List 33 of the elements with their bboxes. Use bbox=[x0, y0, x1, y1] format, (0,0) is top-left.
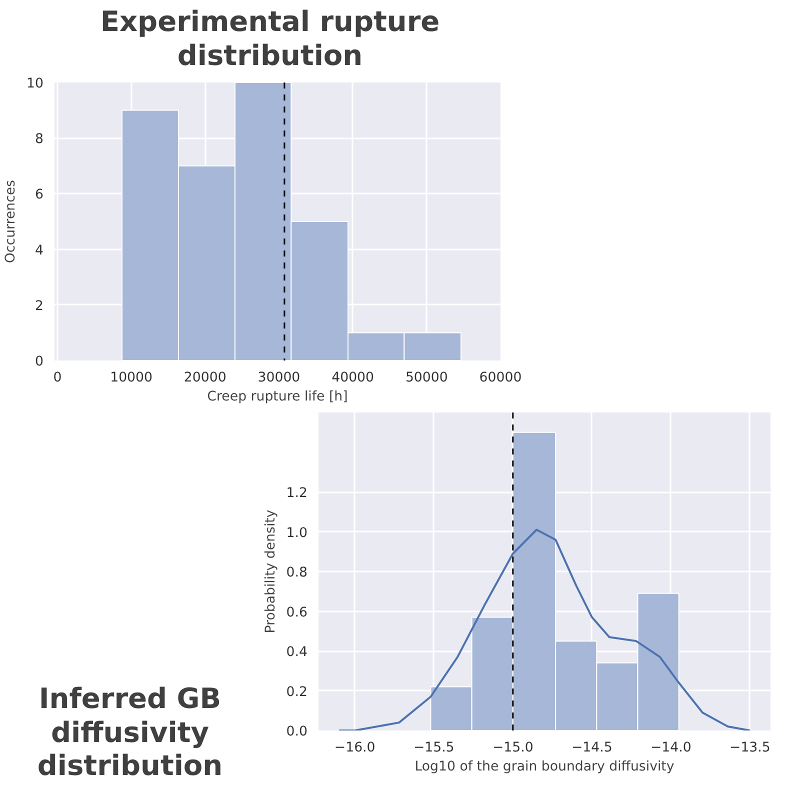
y-tick-label: 2 bbox=[35, 299, 44, 314]
x-tick-label: −13.5 bbox=[730, 740, 770, 756]
x-tick-label: 30000 bbox=[258, 370, 300, 386]
y-tick-label: 0 bbox=[35, 354, 44, 370]
x-axis-title: Log10 of the grain boundary diffusivity bbox=[414, 760, 674, 775]
x-tick-label: −14.0 bbox=[650, 740, 692, 756]
y-tick-label: 0.6 bbox=[286, 605, 308, 620]
x-tick-label: −16.0 bbox=[334, 740, 376, 756]
y-tick-label: 10 bbox=[26, 76, 44, 92]
line-series bbox=[338, 528, 751, 731]
x-tick-label: −15.5 bbox=[413, 740, 454, 756]
y-axis-title: Occurrences bbox=[4, 180, 19, 264]
text: Inferred GB diffusivity distribution bbox=[36, 682, 224, 783]
x-axis-title: Creep rupture life [h] bbox=[207, 390, 348, 405]
chart-title: Experimental rupture distribution bbox=[99, 5, 441, 72]
x-tick-label: 60000 bbox=[479, 370, 522, 386]
x-tick-label: −14.5 bbox=[571, 740, 612, 756]
y-tick-label: 0.0 bbox=[286, 724, 308, 740]
y-tick-label: 8 bbox=[35, 132, 44, 148]
y-axis-title: Probability density bbox=[263, 510, 278, 634]
y-tick-label: 0.4 bbox=[286, 645, 308, 660]
y-tick-label: 0.8 bbox=[286, 566, 308, 581]
x-tick-label: 50000 bbox=[405, 370, 448, 386]
y-tick-label: 4 bbox=[35, 243, 44, 258]
y-tick-label: 1.2 bbox=[286, 486, 308, 502]
x-tick-label: 0 bbox=[53, 370, 62, 386]
x-tick-label: 10000 bbox=[110, 370, 152, 386]
x-tick-label: 20000 bbox=[184, 370, 226, 386]
y-tick-label: 6 bbox=[35, 188, 44, 203]
x-tick-label: −15.0 bbox=[492, 740, 534, 756]
y-tick-label: 1.0 bbox=[286, 526, 308, 541]
x-tick-label: 40000 bbox=[332, 370, 374, 386]
y-tick-label: 0.2 bbox=[286, 684, 308, 700]
